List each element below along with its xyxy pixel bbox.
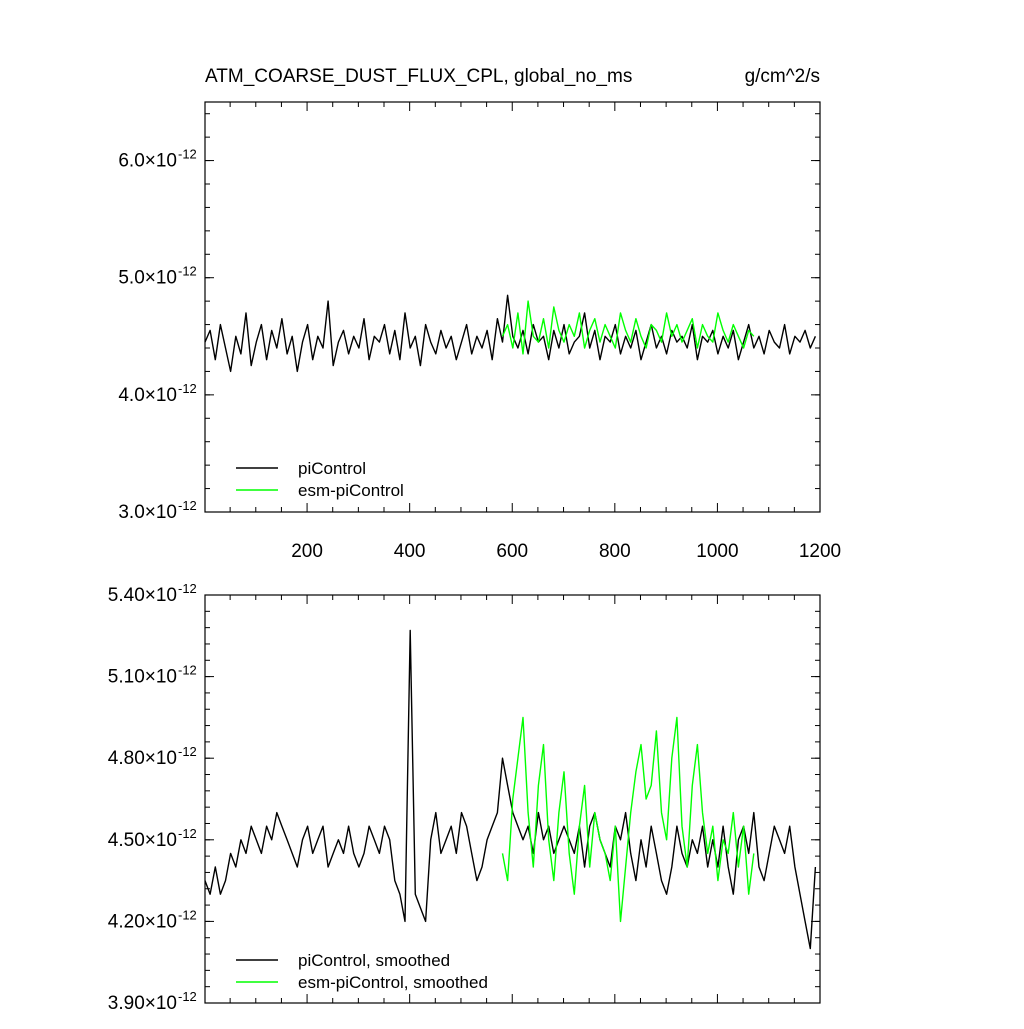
y-tick-exponent: -12 xyxy=(178,989,197,1004)
y-tick-exponent: -12 xyxy=(178,264,197,279)
legend-label: esm-piControl xyxy=(298,481,404,500)
legend-label: piControl xyxy=(298,459,366,478)
y-tick-label: 5.40×10 xyxy=(108,585,177,606)
y-tick-label: 5.0×10 xyxy=(118,268,177,289)
series-line-esm-picontrol xyxy=(501,300,755,355)
x-tick-label: 400 xyxy=(394,541,426,562)
series-line-esm-picontrol xyxy=(501,716,755,923)
y-tick-exponent: -12 xyxy=(178,663,197,678)
y-tick-exponent: -12 xyxy=(178,581,197,596)
legend-label: esm-piControl, smoothed xyxy=(298,973,488,992)
y-tick-exponent: -12 xyxy=(178,147,197,162)
x-tick-label: 1000 xyxy=(696,541,738,562)
x-tick-label: 1200 xyxy=(799,541,841,562)
y-tick-exponent: -12 xyxy=(178,826,197,841)
y-tick-exponent: -12 xyxy=(178,744,197,759)
panel-bottom-panel: 3.90×10 -124.20×10 -124.50×10 -124.80×10 -12… xyxy=(108,581,821,1014)
plot-frame xyxy=(204,101,821,513)
y-tick-label: 4.80×10 xyxy=(108,748,177,769)
y-tick-label: 4.50×10 xyxy=(108,830,177,851)
y-tick-label: 3.90×10 xyxy=(108,993,177,1014)
legend-label: piControl, smoothed xyxy=(298,951,450,970)
y-tick-label: 5.10×10 xyxy=(108,667,177,688)
y-tick-exponent: -12 xyxy=(178,381,197,396)
series-line-picontrol xyxy=(204,629,817,950)
chart-title: ATM_COARSE_DUST_FLUX_CPL, global_no_ms xyxy=(205,66,632,87)
y-tick-label: 4.20×10 xyxy=(108,911,177,932)
x-tick-label: 600 xyxy=(496,541,528,562)
chart-units: g/cm^2/s xyxy=(745,66,820,87)
y-tick-label: 4.0×10 xyxy=(118,385,177,406)
x-tick-label: 800 xyxy=(599,541,631,562)
y-tick-label: 3.0×10 xyxy=(118,502,177,523)
y-tick-exponent: -12 xyxy=(178,907,197,922)
x-tick-label: 200 xyxy=(291,541,323,562)
y-tick-label: 6.0×10 xyxy=(118,151,177,172)
y-tick-exponent: -12 xyxy=(178,498,197,513)
